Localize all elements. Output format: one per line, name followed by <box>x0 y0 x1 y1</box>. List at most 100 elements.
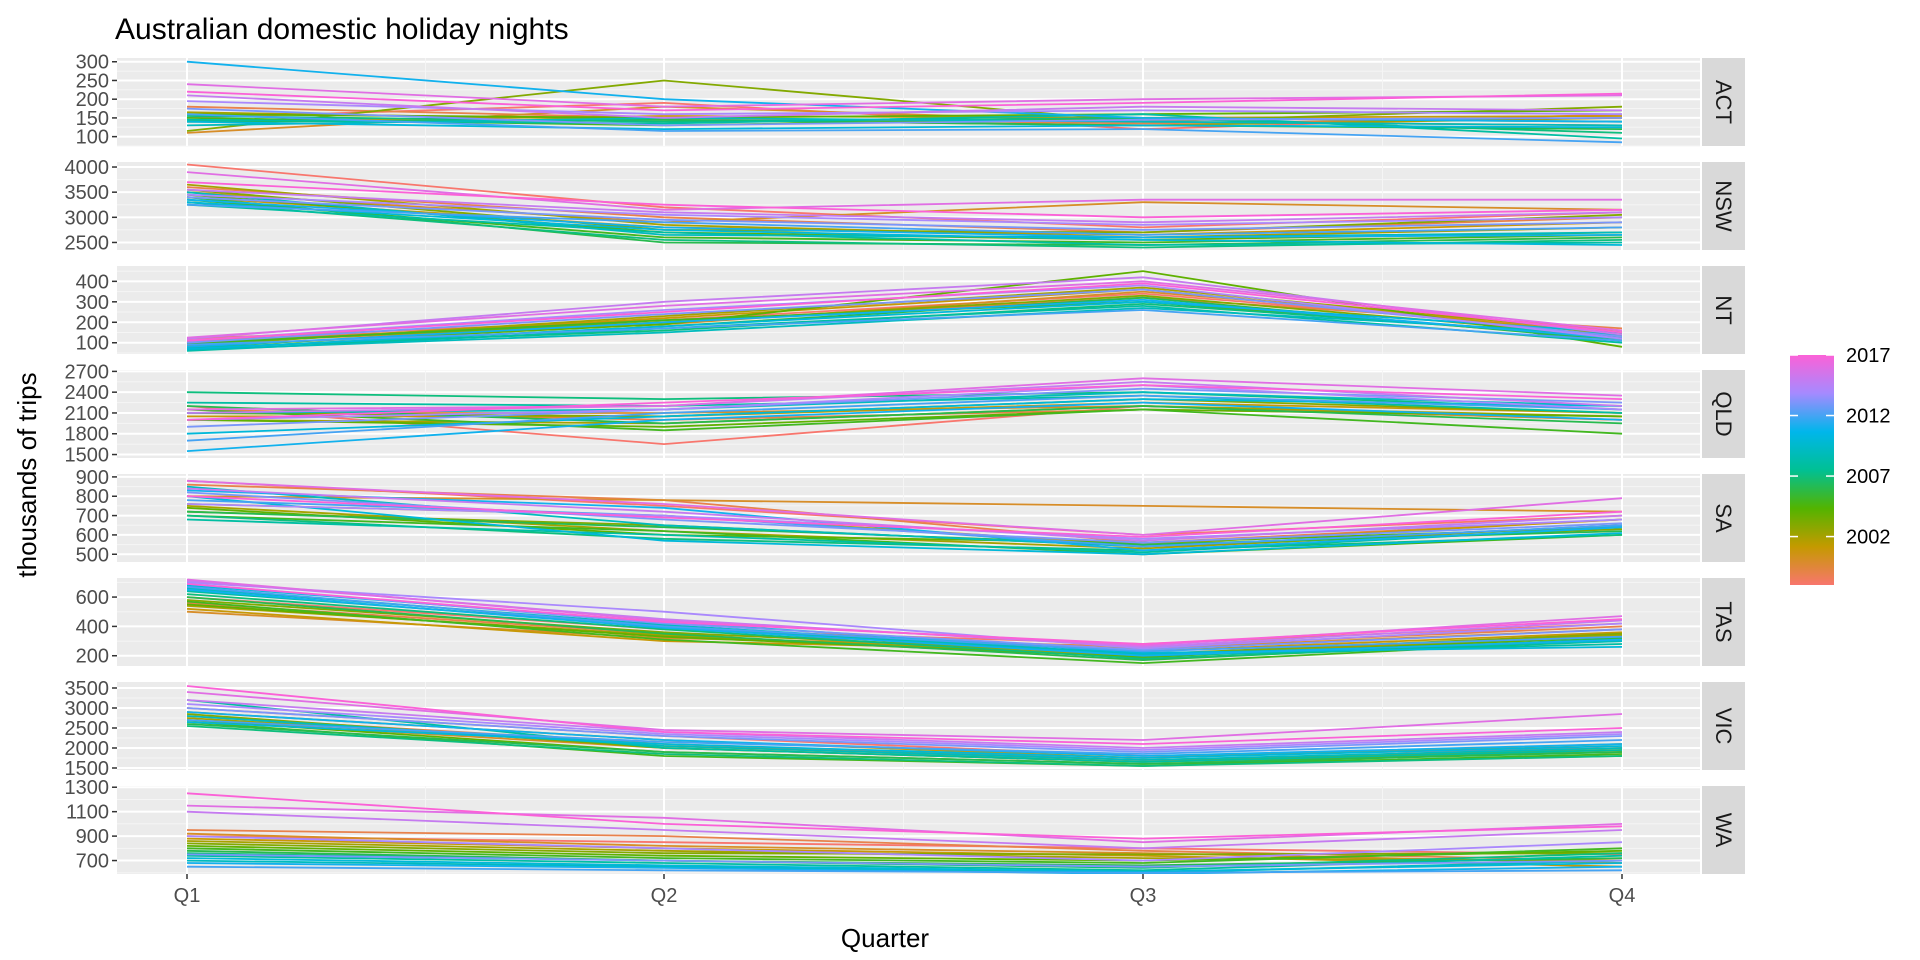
y-tick-label: 1800 <box>65 424 110 446</box>
y-tick-label: 1500 <box>65 445 110 467</box>
series-line-2012 <box>186 309 1623 346</box>
y-tick-label: 2000 <box>65 738 110 760</box>
series-line-2008 <box>186 518 1623 554</box>
series-line-2010 <box>186 495 1623 556</box>
x-axis-title: Quarter <box>841 923 929 953</box>
series-group <box>186 377 1623 452</box>
y-tick-label: 4000 <box>65 157 110 179</box>
series-line-2013 <box>186 288 1623 344</box>
series-line-2006 <box>186 723 1623 765</box>
series-line-2011 <box>186 588 1623 657</box>
y-tick-label: 150 <box>76 108 109 130</box>
series-line-2003 <box>186 188 1623 234</box>
series-line-2008 <box>186 203 1623 246</box>
series-line-2014 <box>186 193 1623 226</box>
legend-label-2017: 2017 <box>1846 345 1891 367</box>
series-line-2008 <box>186 699 1623 763</box>
series-line-2010 <box>186 721 1623 759</box>
series-line-2017 <box>186 583 1623 645</box>
series-line-2005 <box>186 847 1623 864</box>
series-line-2012 <box>186 585 1623 653</box>
x-tick-label: Q2 <box>651 885 678 907</box>
series-line-2017 <box>186 90 1623 112</box>
series-line-2005 <box>186 600 1623 665</box>
y-tick-label: 250 <box>76 70 109 92</box>
y-tick-label: 500 <box>76 544 109 566</box>
series-line-2016 <box>186 171 1622 211</box>
series-line-2011 <box>186 298 1623 348</box>
strip-background <box>1702 162 1745 250</box>
series-line-2012 <box>186 865 1623 874</box>
series-line-2016 <box>186 377 1623 411</box>
y-tick-label: 300 <box>76 292 109 314</box>
y-tick-label: 600 <box>76 587 109 609</box>
series-line-2011 <box>186 60 1623 123</box>
series-line-2017 <box>186 384 1623 421</box>
chart-title: Australian domestic holiday nights <box>115 13 569 46</box>
series-group <box>186 792 1623 874</box>
strip-background <box>1702 370 1745 458</box>
series-line-2016 <box>186 479 1623 536</box>
series-line-2017 <box>186 685 1623 745</box>
series-line-1998 <box>186 479 1623 536</box>
x-tick-label: Q3 <box>1130 885 1157 907</box>
legend-label-2012: 2012 <box>1846 406 1891 428</box>
series-line-2015 <box>186 188 1623 224</box>
y-tick-label: 700 <box>76 506 109 528</box>
y-tick-label: 3000 <box>65 698 110 720</box>
x-tick-label: Q1 <box>174 885 201 907</box>
y-axis-title: thousands of trips <box>12 372 42 577</box>
series-line-2013 <box>186 107 1623 127</box>
series-line-2015 <box>186 810 1623 850</box>
x-axis: Q1 Q2 Q3 Q4 <box>174 874 1635 907</box>
series-group <box>186 270 1623 352</box>
series-line-2001 <box>187 401 1623 418</box>
y-tick-label: 2700 <box>65 361 110 383</box>
y-tick-label: 2500 <box>65 718 110 740</box>
series-line-2000 <box>186 832 1623 864</box>
strip-label-nsw: NSW <box>1711 180 1736 232</box>
strip-label-vic: VIC <box>1711 708 1736 745</box>
series-line-2005 <box>186 721 1623 767</box>
y-tick-label: 400 <box>76 271 109 293</box>
series-line-2000 <box>186 290 1623 344</box>
panel-nsw: 2500 3000 3500 4000 NSW <box>65 157 1745 254</box>
y-tick-label: 2100 <box>65 403 110 425</box>
series-line-2000 <box>186 191 1623 224</box>
y-tick-label: 200 <box>76 312 109 334</box>
y-tick-label: 400 <box>76 616 109 638</box>
y-tick-label: 700 <box>76 851 109 873</box>
y-tick-label: 800 <box>76 486 109 508</box>
series-line-2017 <box>186 495 1623 538</box>
series-line-2011 <box>186 489 1623 552</box>
strip-label-sa: SA <box>1711 503 1736 533</box>
series-line-2010 <box>186 300 1623 350</box>
y-tick-label: 3000 <box>65 207 110 229</box>
series-line-2013 <box>186 196 1623 231</box>
panel-tas: 200 400 600 TAS <box>76 578 1745 668</box>
y-tick-label: 2500 <box>65 232 110 254</box>
series-line-2010 <box>186 120 1623 131</box>
strip-label-nt: NT <box>1711 295 1736 324</box>
strip-label-qld: QLD <box>1711 391 1736 436</box>
series-line-2014 <box>186 835 1623 862</box>
y-tick-label: 3500 <box>65 182 110 204</box>
y-tick-label: 1100 <box>66 802 109 824</box>
legend-colorbar <box>1790 355 1834 585</box>
legend-label-2007: 2007 <box>1846 466 1891 488</box>
series-line-2016 <box>186 280 1623 339</box>
strip-background <box>1702 58 1745 146</box>
series-group <box>186 60 1623 144</box>
strip-background <box>1702 786 1745 874</box>
series-line-2012 <box>186 719 1623 755</box>
series-line-2009 <box>186 307 1623 351</box>
y-tick-label: 100 <box>76 127 109 149</box>
series-line-2012 <box>186 203 1623 236</box>
y-tick-label: 300 <box>76 52 109 74</box>
legend-label-2002: 2002 <box>1846 527 1891 549</box>
